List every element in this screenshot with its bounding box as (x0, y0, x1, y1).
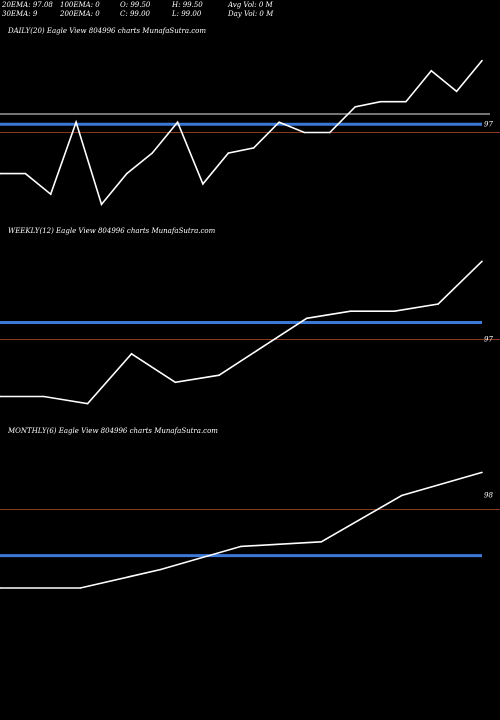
price-point-0-14 (354, 106, 356, 108)
price-point-1-1 (43, 395, 45, 398)
price-point-1-7 (305, 317, 308, 320)
open-label: O: 99.50 (120, 1, 151, 9)
price-point-1-3 (130, 353, 133, 355)
indicator-header: 20EMA: 97.08 100EMA: 0 O: 99.50 H: 99.50… (0, 0, 500, 22)
panel-title-2: MONTHLY(6) Eagle View 804996 charts Muna… (7, 427, 218, 435)
price-point-0-0 (0, 172, 1, 175)
price-line-0 (0, 60, 483, 207)
price-point-0-8 (202, 183, 204, 185)
panel-title-0: DAILY(20) Eagle View 804996 charts Munaf… (7, 27, 206, 35)
price-point-2-6 (481, 471, 483, 474)
price-point-1-2 (86, 402, 89, 405)
panel-title-1: WEEKLY(12) Eagle View 804996 charts Muna… (8, 227, 216, 235)
price-point-0-15 (379, 100, 382, 103)
price-point-1-6 (262, 345, 264, 348)
ema200-label: 200EMA: 0 (60, 10, 100, 18)
price-point-0-19 (481, 59, 483, 62)
price-point-0-11 (278, 121, 280, 124)
price-point-0-17 (430, 70, 433, 72)
price-point-1-5 (218, 374, 220, 376)
price-point-1-11 (481, 260, 483, 263)
price-point-1-9 (393, 310, 396, 312)
price-point-0-18 (455, 90, 458, 93)
avg-vol-label: Avg Vol: 0 M (228, 1, 273, 9)
price-point-0-6 (151, 152, 154, 154)
price-point-0-3 (75, 121, 77, 124)
ema100-label: 100EMA: 0 (60, 1, 100, 9)
price-point-0-2 (49, 193, 52, 195)
price-point-0-5 (126, 172, 128, 175)
price-line-2 (0, 471, 483, 589)
price-point-2-5 (400, 494, 403, 497)
y-tick-label-1: 97 (484, 336, 493, 344)
price-point-1-0 (0, 395, 1, 398)
price-point-2-1 (79, 587, 82, 589)
price-point-1-10 (437, 303, 439, 305)
price-point-0-4 (100, 203, 103, 206)
price-point-0-10 (252, 147, 255, 149)
price-line-1 (0, 260, 483, 405)
price-point-1-4 (174, 381, 177, 384)
ema30-label: 30EMA: 9 (2, 10, 38, 18)
y-tick-label-0: 97 (484, 120, 493, 128)
price-point-0-9 (227, 152, 230, 154)
y-tick-label-2: 98 (484, 492, 493, 500)
high-label: H: 99.50 (172, 1, 203, 9)
day-vol-label: Day Vol: 0 M (228, 10, 274, 18)
price-point-0-13 (328, 131, 331, 134)
low-label: L: 99.00 (172, 10, 202, 18)
price-point-2-4 (320, 540, 323, 543)
price-point-0-12 (303, 131, 306, 134)
price-point-0-7 (176, 121, 179, 124)
price-point-1-8 (349, 310, 352, 312)
close-label: C: 99.00 (120, 10, 150, 18)
price-point-2-0 (0, 587, 1, 589)
price-point-0-16 (405, 100, 407, 103)
ema20-label: 20EMA: 97.08 (2, 1, 53, 9)
price-point-2-2 (159, 568, 162, 571)
price-point-2-3 (240, 545, 242, 548)
price-point-0-1 (24, 172, 27, 175)
